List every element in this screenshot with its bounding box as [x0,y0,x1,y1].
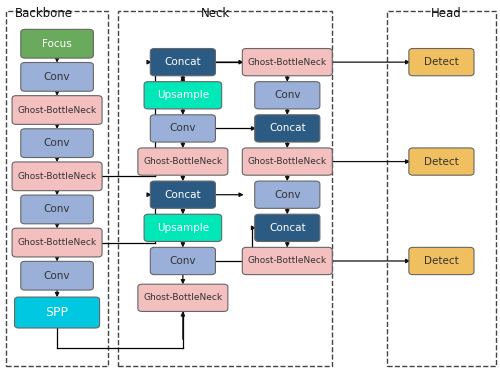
FancyBboxPatch shape [21,195,94,224]
FancyBboxPatch shape [242,247,332,275]
FancyBboxPatch shape [138,148,228,175]
Text: Detect: Detect [424,157,459,167]
Text: Head: Head [431,7,462,20]
FancyBboxPatch shape [254,82,320,109]
Text: Detect: Detect [424,256,459,266]
Text: Ghost-BottleNeck: Ghost-BottleNeck [248,157,327,166]
Text: Ghost-BottleNeck: Ghost-BottleNeck [18,238,96,247]
FancyBboxPatch shape [138,284,228,311]
FancyBboxPatch shape [242,49,332,76]
FancyBboxPatch shape [409,247,474,275]
FancyBboxPatch shape [12,162,102,191]
FancyBboxPatch shape [150,115,216,142]
Text: Upsample: Upsample [157,90,209,100]
FancyBboxPatch shape [12,96,102,124]
FancyBboxPatch shape [409,49,474,76]
FancyBboxPatch shape [144,214,222,242]
FancyBboxPatch shape [21,29,94,58]
Text: Ghost-BottleNeck: Ghost-BottleNeck [248,256,327,266]
Text: Ghost-BottleNeck: Ghost-BottleNeck [18,105,96,115]
Text: Ghost-BottleNeck: Ghost-BottleNeck [248,58,327,67]
Text: SPP: SPP [46,306,68,319]
Text: Concat: Concat [269,124,306,134]
FancyBboxPatch shape [150,247,216,275]
Text: Conv: Conv [274,190,300,200]
Text: Conv: Conv [44,271,70,281]
Text: Detect: Detect [424,57,459,67]
FancyBboxPatch shape [144,82,222,109]
FancyBboxPatch shape [12,228,102,257]
FancyBboxPatch shape [21,261,94,290]
Text: Conv: Conv [170,256,196,266]
Text: Conv: Conv [44,72,70,82]
Text: Conv: Conv [274,90,300,100]
FancyBboxPatch shape [14,297,100,328]
Text: Focus: Focus [42,39,72,49]
Text: Backbone: Backbone [14,7,72,20]
Text: Ghost-BottleNeck: Ghost-BottleNeck [18,172,96,181]
Text: Concat: Concat [164,190,201,200]
Text: Ghost-BottleNeck: Ghost-BottleNeck [144,157,222,166]
FancyBboxPatch shape [242,148,332,175]
Text: Conv: Conv [44,138,70,148]
Text: Upsample: Upsample [157,223,209,233]
FancyBboxPatch shape [150,181,216,209]
Text: Conv: Conv [44,204,70,214]
FancyBboxPatch shape [21,63,94,91]
Text: Ghost-BottleNeck: Ghost-BottleNeck [144,293,222,302]
FancyBboxPatch shape [21,129,94,158]
FancyBboxPatch shape [254,115,320,142]
Text: Neck: Neck [200,7,230,20]
FancyBboxPatch shape [254,181,320,209]
FancyBboxPatch shape [409,148,474,175]
Text: Conv: Conv [170,124,196,134]
FancyBboxPatch shape [150,49,216,76]
Text: Concat: Concat [164,57,201,67]
Text: Concat: Concat [269,223,306,233]
FancyBboxPatch shape [254,214,320,242]
